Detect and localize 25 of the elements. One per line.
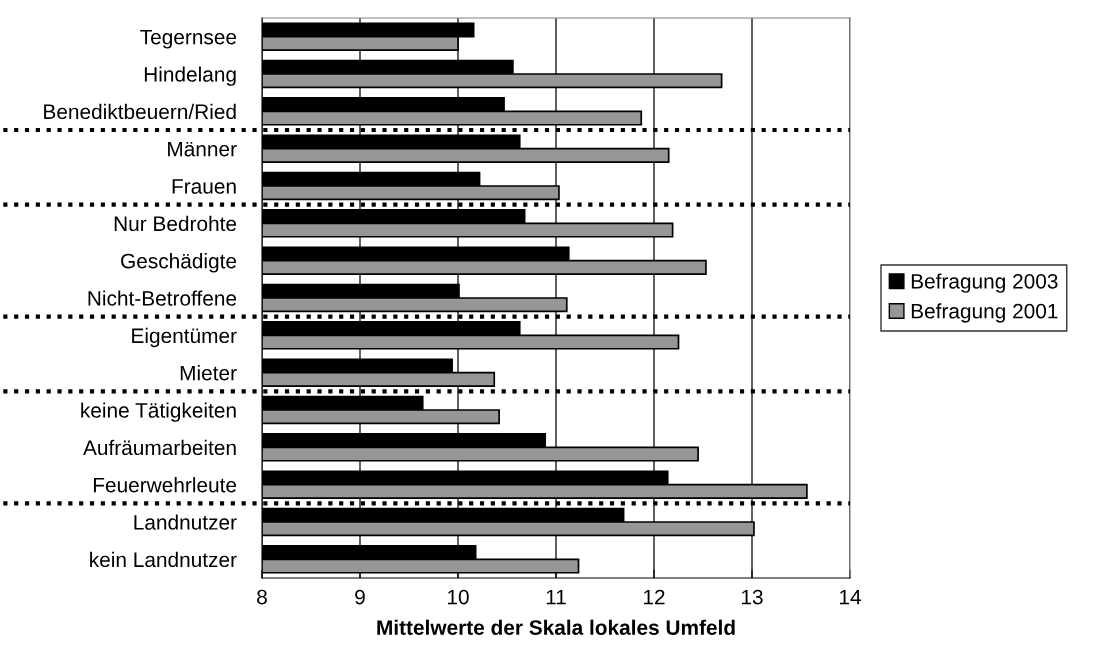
x-tick-label: 12	[644, 589, 665, 605]
y-tick-label: Mieter	[180, 365, 237, 381]
x-tick-label: 8	[257, 589, 267, 605]
y-tick-label: Benediktbeuern/Ried	[44, 103, 236, 120]
y-tick-label: Tegernsee	[140, 29, 237, 49]
y-tick-label: Nur Bedrohte	[114, 215, 237, 232]
y-tick-label: Geschädigte	[121, 253, 237, 273]
x-axis-title: Mittelwerte der Skala lokales Umfeld	[377, 619, 735, 635]
x-tick-label: 14	[840, 589, 861, 605]
y-tick-label: Feuerwehrleute	[93, 477, 237, 493]
y-tick-label: keine Tätigkeiten	[81, 402, 236, 422]
x-tick-label: 10	[448, 589, 469, 605]
legend-label: Befragung 2003	[911, 273, 1058, 293]
y-tick-label: Landnutzer	[134, 514, 237, 530]
y-tick-label: Hindelang	[144, 66, 236, 86]
y-tick-label: Frauen	[172, 179, 236, 194]
y-tick-label: Nicht-Betroffene	[88, 290, 237, 306]
legend-label: Befragung 2001	[911, 303, 1058, 323]
y-tick-label: Eigentümer	[132, 327, 237, 348]
x-tick-label: 9	[355, 589, 365, 605]
y-tick-label: Aufräumarbeiten	[83, 439, 236, 456]
y-tick-label: Männer	[168, 141, 237, 157]
x-tick-label: 11	[546, 589, 566, 605]
y-tick-label: kein Landnutzer	[90, 551, 237, 568]
x-tick-label: 13	[742, 589, 763, 605]
